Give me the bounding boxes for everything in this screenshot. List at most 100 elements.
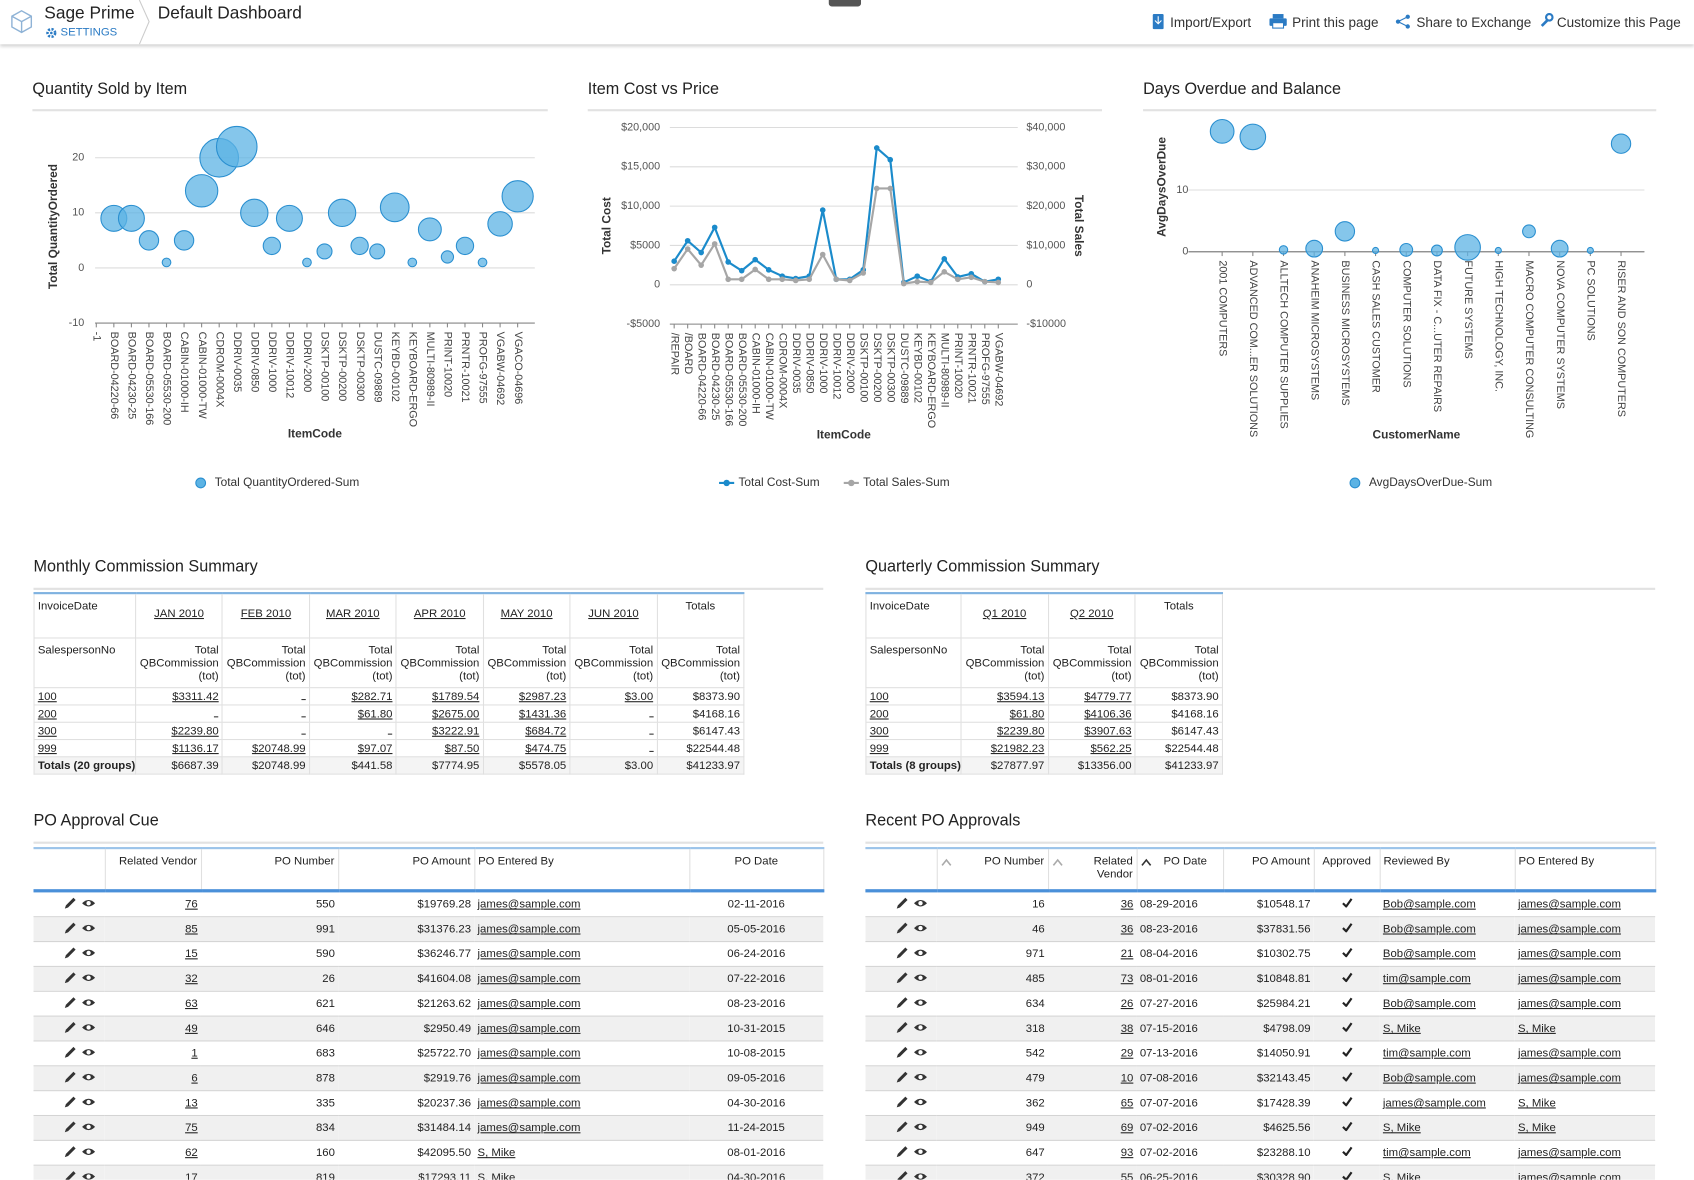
link[interactable]: james@sample.com	[477, 897, 581, 911]
link[interactable]: Bob@sample.com	[1382, 922, 1476, 936]
empty-link[interactable]	[648, 733, 654, 735]
sort-icon[interactable]	[940, 858, 951, 867]
value[interactable]: $562.25	[1090, 741, 1132, 755]
link[interactable]: 29	[1120, 1046, 1134, 1060]
column-header[interactable]: Approved	[1322, 854, 1371, 868]
edit-view-icons[interactable]	[895, 1019, 934, 1034]
link[interactable]: S, Mike	[1382, 1121, 1421, 1135]
edit-view-icons[interactable]	[63, 1044, 102, 1059]
value[interactable]: $282.71	[351, 689, 393, 703]
link[interactable]: james@sample.com	[477, 922, 581, 936]
column-header[interactable]: PO Date	[734, 854, 779, 868]
link[interactable]: Bob@sample.com	[1382, 947, 1476, 961]
empty-link[interactable]	[214, 715, 219, 717]
value[interactable]: $1136.17	[172, 741, 219, 755]
value[interactable]: $61.80	[1009, 707, 1045, 721]
link[interactable]: james@sample.com	[1517, 997, 1621, 1011]
column-header[interactable]: PO Entered By	[1518, 854, 1595, 868]
link[interactable]: 15	[185, 947, 198, 961]
link[interactable]: james@sample.com	[1517, 1071, 1621, 1085]
settings-link[interactable]: SETTINGS	[60, 25, 118, 39]
import-export[interactable]: Import/Export	[1170, 15, 1252, 31]
link[interactable]: 13	[185, 1096, 198, 1110]
customize-page[interactable]: Customize this Page	[1556, 15, 1681, 31]
column-header[interactable]: Q1 2010	[982, 607, 1027, 621]
link[interactable]: james@sample.com	[1517, 922, 1621, 936]
link[interactable]: tim@sample.com	[1382, 1046, 1471, 1060]
value[interactable]: $2239.80	[171, 724, 219, 738]
column-header[interactable]: PO Entered By	[478, 854, 554, 868]
value[interactable]: $1789.54	[432, 689, 480, 703]
value[interactable]: $474.75	[525, 741, 567, 755]
link[interactable]: james@sample.com	[477, 1071, 581, 1085]
link[interactable]: 17	[185, 1171, 198, 1180]
link[interactable]: 75	[185, 1121, 198, 1135]
sort-icon[interactable]	[1140, 858, 1151, 867]
edit-view-icons[interactable]	[895, 970, 934, 985]
value[interactable]: $3907.63	[1084, 724, 1132, 738]
edit-view-icons[interactable]	[63, 945, 102, 960]
empty-link[interactable]	[301, 698, 306, 700]
link[interactable]: 85	[185, 922, 198, 936]
value[interactable]: $97.07	[357, 741, 393, 755]
link[interactable]: Bob@sample.com	[1382, 897, 1476, 911]
link[interactable]: S, Mike	[1517, 1121, 1556, 1135]
link[interactable]: S, Mike	[1382, 1022, 1421, 1036]
edit-view-icons[interactable]	[63, 1119, 102, 1134]
link[interactable]: 65	[1120, 1096, 1134, 1110]
link[interactable]: 69	[1120, 1121, 1134, 1135]
link[interactable]: james@sample.com	[477, 1096, 581, 1110]
empty-link[interactable]	[301, 733, 306, 735]
value[interactable]: $2675.00	[432, 707, 480, 721]
edit-view-icons[interactable]	[895, 1119, 934, 1134]
value[interactable]: $3.00	[624, 689, 654, 703]
link[interactable]: 36	[1120, 897, 1134, 911]
row-key[interactable]: 300	[869, 724, 889, 738]
column-header[interactable]: PO Number	[274, 854, 335, 868]
link[interactable]: 36	[1120, 922, 1134, 936]
edit-view-icons[interactable]	[63, 1094, 102, 1109]
link[interactable]: james@sample.com	[1517, 947, 1621, 961]
column-header[interactable]: PO Amount	[1251, 854, 1310, 868]
link[interactable]: 26	[1120, 997, 1134, 1011]
link[interactable]: 32	[185, 972, 198, 986]
value[interactable]: $21982.23	[990, 741, 1045, 755]
column-header[interactable]: PO Amount	[412, 854, 471, 868]
column-header[interactable]: Related Vendor	[118, 854, 198, 868]
edit-view-icons[interactable]	[63, 920, 102, 935]
link[interactable]: S, Mike	[477, 1171, 516, 1180]
edit-view-icons[interactable]	[63, 1019, 102, 1034]
edit-view-icons[interactable]	[63, 970, 102, 985]
column-header[interactable]: FEB 2010	[240, 607, 292, 621]
column-header[interactable]: JAN 2010	[154, 607, 204, 621]
edit-view-icons[interactable]	[895, 945, 934, 960]
link[interactable]: james@sample.com	[1382, 1096, 1486, 1110]
collapse-tab[interactable]	[828, 0, 862, 8]
link[interactable]: 63	[185, 997, 198, 1011]
link[interactable]: tim@sample.com	[1382, 972, 1471, 986]
edit-view-icons[interactable]	[895, 1168, 934, 1180]
value[interactable]: $3311.42	[172, 689, 219, 703]
value[interactable]: $3222.91	[432, 724, 480, 738]
edit-view-icons[interactable]	[895, 995, 934, 1010]
link[interactable]: james@sample.com	[1517, 1046, 1621, 1060]
link[interactable]: 10	[1120, 1071, 1134, 1085]
link[interactable]: 73	[1120, 972, 1134, 986]
column-header[interactable]: MAY 2010	[500, 607, 553, 621]
column-header[interactable]: JUN 2010	[588, 607, 639, 621]
edit-view-icons[interactable]	[63, 895, 102, 910]
link[interactable]: 1	[191, 1046, 198, 1060]
link[interactable]: 55	[1120, 1171, 1134, 1180]
column-header[interactable]: Related Vendor	[1093, 854, 1133, 881]
link[interactable]: james@sample.com	[1517, 972, 1621, 986]
edit-view-icons[interactable]	[895, 895, 934, 910]
value[interactable]: $4779.77	[1084, 689, 1132, 703]
link[interactable]: james@sample.com	[1517, 897, 1621, 911]
link[interactable]: tim@sample.com	[1382, 1146, 1471, 1160]
edit-view-icons[interactable]	[63, 1144, 102, 1159]
link[interactable]: 21	[1120, 947, 1134, 961]
edit-view-icons[interactable]	[895, 1144, 934, 1159]
row-key[interactable]: 100	[37, 689, 57, 703]
value[interactable]: $20748.99	[251, 741, 306, 755]
empty-link[interactable]	[648, 715, 654, 717]
